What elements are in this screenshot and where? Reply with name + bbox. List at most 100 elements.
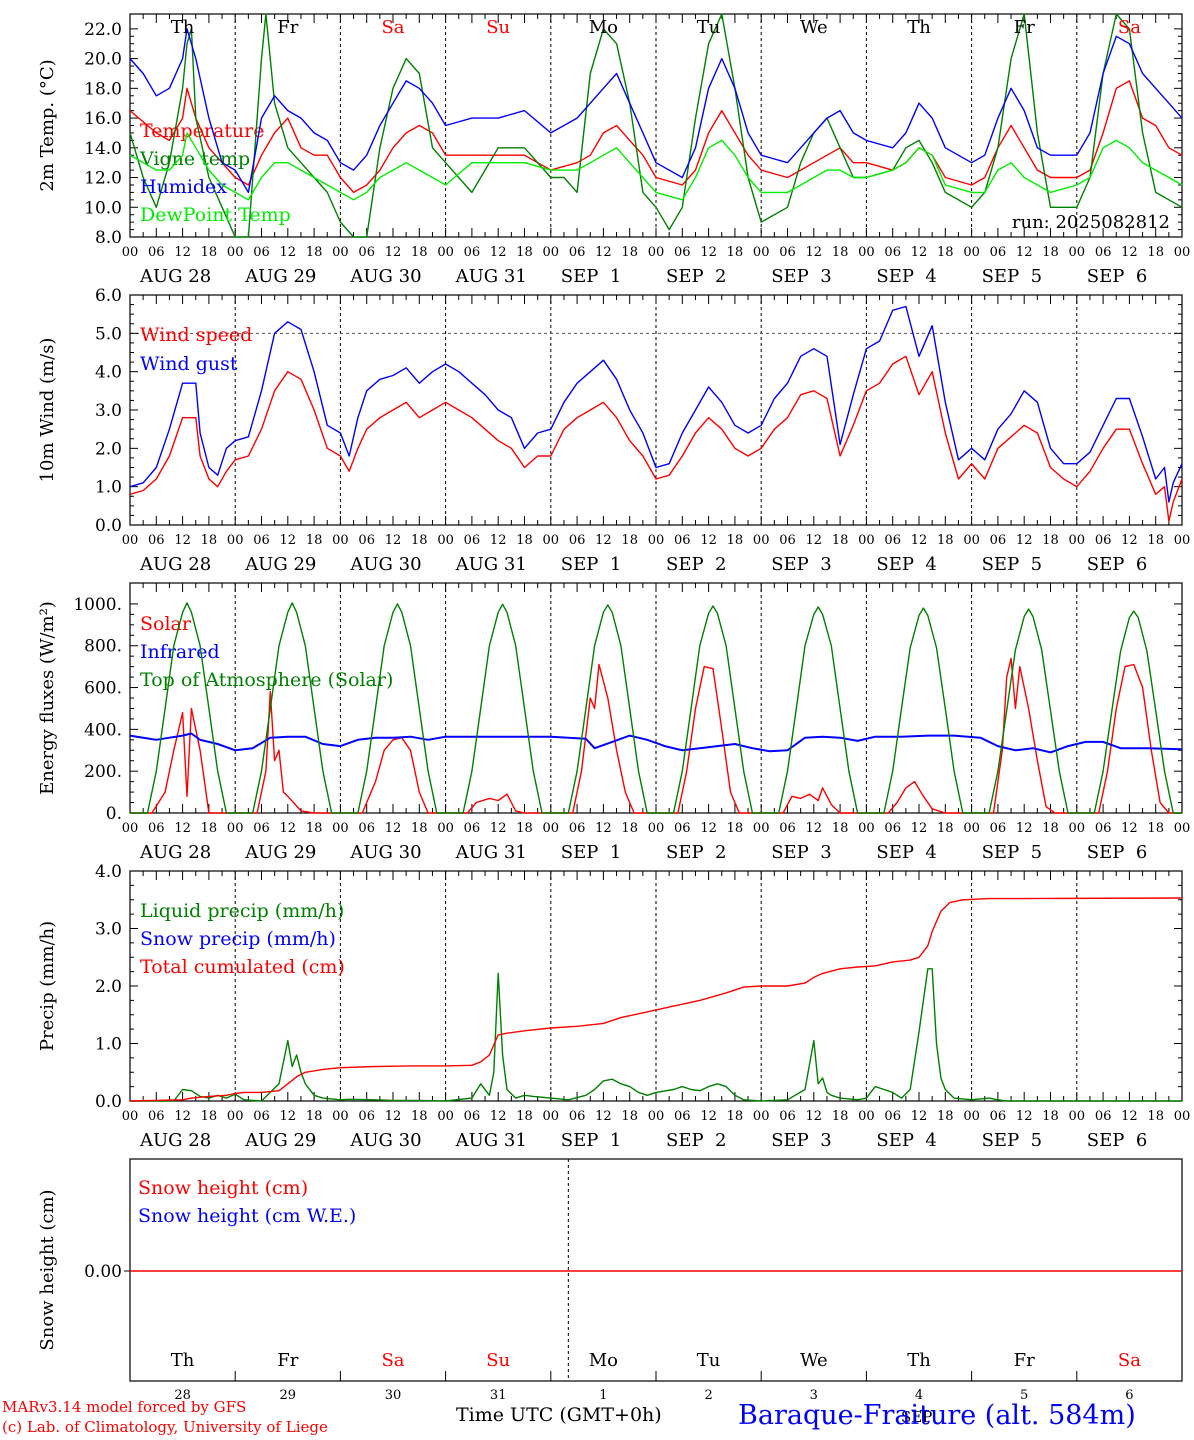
hour-label: 00	[437, 533, 454, 548]
hour-label: 18	[727, 1109, 744, 1124]
hour-label: 12	[806, 245, 823, 260]
hour-label: 00	[858, 245, 875, 260]
series-line-infrared	[129, 732, 1183, 754]
hour-label: 18	[411, 1109, 428, 1124]
hour-label: 00	[122, 1109, 139, 1124]
hour-label: 12	[280, 533, 297, 548]
legend-entry: Total cumulated (cm)	[140, 956, 345, 978]
y-tick-label: 0.0	[95, 1092, 122, 1112]
hour-label: 12	[1016, 1109, 1033, 1124]
hour-label: 18	[621, 821, 638, 836]
hour-label: 06	[358, 821, 375, 836]
hour-label: 18	[621, 245, 638, 260]
hour-label: 18	[727, 821, 744, 836]
legend-entry: Liquid precip (mm/h)	[140, 900, 344, 922]
hour-label: 18	[1147, 245, 1164, 260]
hour-label: 06	[253, 533, 270, 548]
hour-label: 12	[1016, 821, 1033, 836]
series-line-wind-gust	[129, 305, 1183, 503]
y-axis-label: Energy fluxes (W/m²)	[37, 601, 58, 795]
hour-label: 18	[1042, 1109, 1059, 1124]
hour-label: 00	[437, 245, 454, 260]
hour-label: 18	[201, 245, 218, 260]
hour-label: 00	[227, 821, 244, 836]
date-label: SEP 4	[876, 266, 936, 287]
date-label: SEP 3	[771, 266, 831, 287]
legend-entry: Snow height (cm)	[138, 1177, 308, 1199]
y-tick-label: 600.	[84, 679, 122, 699]
hour-label: 06	[253, 245, 270, 260]
hour-label: 00	[1069, 821, 1086, 836]
hour-label: 12	[911, 1109, 928, 1124]
weekday-label: Tu	[697, 1350, 721, 1371]
weekday-label: Fr	[277, 1350, 298, 1371]
date-label: SEP 1	[561, 554, 621, 575]
hour-label: 06	[253, 821, 270, 836]
date-label: SEP 4	[876, 554, 936, 575]
series-line-total-cumulated-cm-	[129, 897, 1183, 1102]
date-label: SEP 5	[982, 266, 1042, 287]
date-label: SEP 2	[666, 1130, 726, 1151]
weekday-label: Sa	[381, 1350, 404, 1371]
hour-label: 12	[385, 533, 402, 548]
hour-label: 00	[963, 821, 980, 836]
series-line-temperature	[129, 80, 1183, 194]
weekday-label: Sa	[1118, 17, 1141, 38]
hour-label: 06	[569, 821, 586, 836]
hour-label: 18	[411, 245, 428, 260]
date-label: SEP 2	[666, 554, 726, 575]
hour-label: 12	[700, 1109, 717, 1124]
y-tick-label: 0.	[106, 804, 122, 824]
hour-label: 06	[1095, 1109, 1112, 1124]
hour-label: 06	[148, 245, 165, 260]
y-tick-label: 6.0	[95, 286, 122, 306]
hour-label: 00	[1069, 533, 1086, 548]
day-number: 30	[385, 1388, 402, 1403]
day-number: 5	[1020, 1388, 1028, 1403]
hour-label: 18	[516, 1109, 533, 1124]
y-tick-label: 4.0	[95, 363, 122, 383]
hour-label: 18	[1042, 245, 1059, 260]
hour-label: 18	[1147, 821, 1164, 836]
legend-entry: Wind speed	[140, 324, 252, 346]
hour-label: 00	[227, 533, 244, 548]
hour-label: 18	[1147, 1109, 1164, 1124]
y-tick-label: 1.0	[95, 478, 122, 498]
y-tick-label: 5.0	[95, 324, 122, 344]
hour-label: 12	[595, 1109, 612, 1124]
station-title: Baraque-Fraiture (alt. 584m)	[738, 1400, 1136, 1431]
hour-label: 06	[1095, 821, 1112, 836]
hour-label: 00	[648, 533, 665, 548]
hour-label: 00	[1174, 821, 1191, 836]
y-tick-label: 12.0	[84, 169, 122, 189]
hour-label: 06	[148, 821, 165, 836]
y-axis-label: 10m Wind (m/s)	[37, 338, 58, 483]
date-label: AUG 29	[244, 842, 316, 863]
hour-label: 06	[674, 533, 691, 548]
date-label: SEP 4	[876, 842, 936, 863]
y-tick-label: 3.0	[95, 401, 122, 421]
date-label: AUG 29	[244, 266, 316, 287]
date-label: SEP 3	[771, 1130, 831, 1151]
day-number: 31	[490, 1388, 507, 1403]
hour-label: 12	[911, 245, 928, 260]
hour-label: 06	[1095, 245, 1112, 260]
hour-label: 12	[385, 1109, 402, 1124]
hour-label: 06	[464, 245, 481, 260]
panel-3: 0. 200. 400. 600. 800. 1000. Energy fluxes (W/…	[37, 582, 1191, 863]
hour-label: 06	[990, 245, 1007, 260]
y-tick-label: 10.0	[84, 198, 122, 218]
x-axis-title: Time UTC (GMT+0h)	[456, 1404, 662, 1426]
legend-entry: Vigne temp	[139, 148, 250, 170]
day-number: 29	[280, 1388, 297, 1403]
hour-label: 06	[253, 1109, 270, 1124]
hour-label: 06	[674, 821, 691, 836]
hour-label: 00	[437, 821, 454, 836]
hour-label: 18	[516, 533, 533, 548]
hour-label: 06	[990, 1109, 1007, 1124]
hour-label: 00	[1174, 533, 1191, 548]
date-label: AUG 30	[349, 842, 421, 863]
y-tick-label: 0.0	[95, 516, 122, 536]
y-tick-label: 1000.	[73, 595, 122, 615]
date-label: SEP 2	[666, 842, 726, 863]
